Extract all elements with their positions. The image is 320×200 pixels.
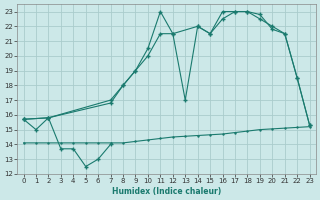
X-axis label: Humidex (Indice chaleur): Humidex (Indice chaleur) [112,187,221,196]
